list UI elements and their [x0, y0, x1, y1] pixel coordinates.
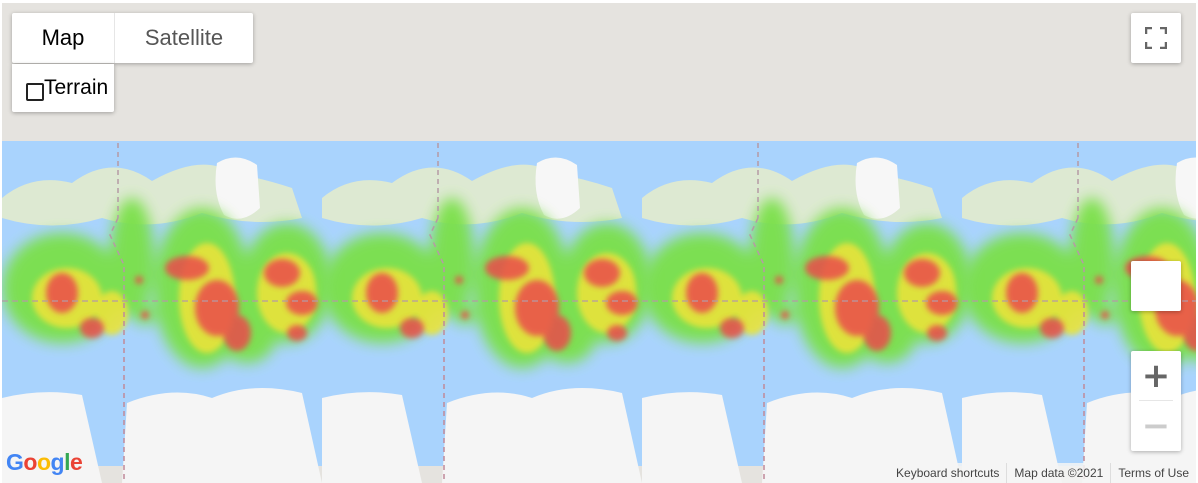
keyboard-shortcuts-link[interactable]: Keyboard shortcuts: [896, 466, 1000, 480]
fullscreen-icon: [1145, 27, 1167, 49]
zoom-out-button[interactable]: −: [1141, 405, 1171, 446]
zoom-in-button[interactable]: +: [1141, 355, 1171, 396]
map-type-satellite-button[interactable]: Satellite: [114, 13, 253, 63]
map-attribution-bar: Keyboard shortcuts Map data ©2021 Terms …: [889, 463, 1196, 483]
terrain-label: Terrain: [44, 76, 109, 99]
world-map-layer: [2, 3, 1196, 483]
zoom-control: + −: [1131, 351, 1181, 451]
terrain-option[interactable]: Terrain: [12, 64, 114, 112]
fullscreen-button[interactable]: [1131, 13, 1181, 63]
terms-of-use-link[interactable]: Terms of Use: [1110, 463, 1196, 483]
map-type-control: Map Satellite: [12, 13, 253, 63]
zoom-divider: [1139, 400, 1173, 401]
map-canvas[interactable]: [2, 3, 1196, 483]
terrain-checkbox[interactable]: [26, 83, 44, 101]
google-logo[interactable]: Google: [6, 449, 83, 475]
map-data-text: Map data ©2021: [1006, 463, 1110, 483]
map-type-map-button[interactable]: Map: [41, 25, 85, 50]
street-view-pegman-button[interactable]: [1131, 261, 1181, 311]
